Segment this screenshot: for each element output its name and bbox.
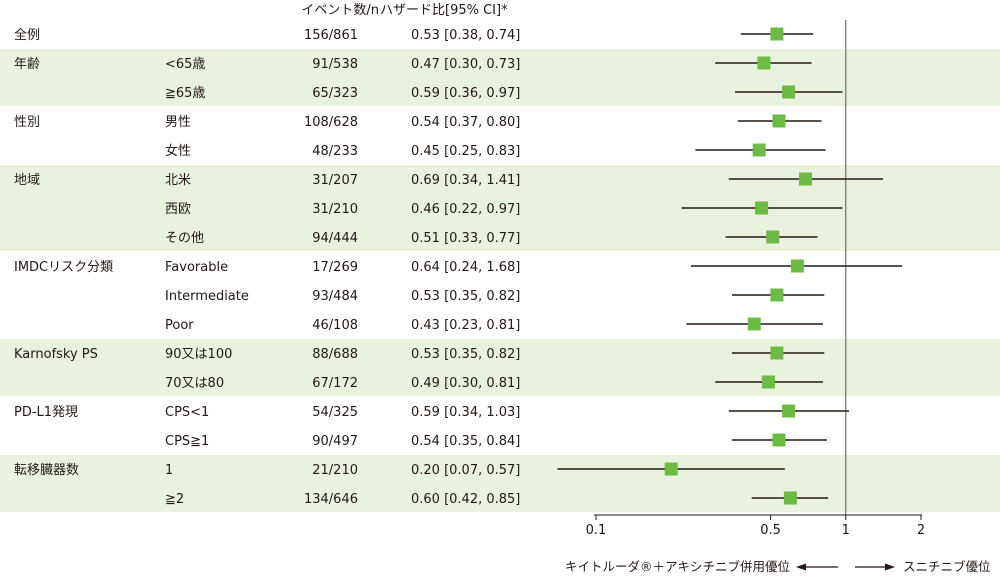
events-value: 21/210: [312, 463, 358, 478]
x-tick-label: 1: [842, 523, 850, 538]
hr-ci-value: 0.53 [0.38, 0.74]: [411, 28, 520, 43]
hr-ci-value: 0.49 [0.30, 0.81]: [411, 376, 520, 391]
hr-marker: [790, 259, 804, 273]
group-label: 全例: [14, 27, 40, 43]
hr-ci-value: 0.69 [0.34, 1.41]: [411, 173, 520, 188]
events-value: 31/210: [312, 202, 358, 217]
group-label: 年齢: [14, 57, 40, 72]
events-value: 48/233: [312, 144, 358, 159]
hr-marker: [755, 201, 769, 215]
favor-arrows: [796, 563, 895, 571]
hr-marker: [752, 143, 766, 157]
row-band: [0, 339, 1000, 396]
hr-ci-value: 0.20 [0.07, 0.57]: [411, 463, 520, 478]
subgroup-label: <65歳: [165, 57, 205, 72]
group-label: 転移臓器数: [14, 463, 79, 478]
hr-ci-value: 0.60 [0.42, 0.85]: [411, 492, 520, 507]
events-value: 67/172: [312, 376, 358, 391]
row-band: [0, 396, 1000, 455]
subgroup-label: その他: [165, 231, 204, 246]
hr-ci-value: 0.46 [0.22, 0.97]: [411, 202, 520, 217]
subgroup-label: CPS≧1: [165, 434, 209, 449]
favor-left-label: キイトルーダ®＋アキシチニブ併用優位: [565, 559, 790, 574]
hr-marker: [761, 375, 775, 389]
hr-marker: [783, 491, 797, 505]
group-label: IMDCリスク分類: [14, 260, 113, 275]
hr-column-header: ハザード比[95% CI]*: [380, 3, 508, 18]
events-value: 90/497: [312, 434, 358, 449]
row-band: [0, 19, 1000, 49]
subgroup-label: 西欧: [165, 202, 191, 217]
events-column-header: イベント数/n: [301, 3, 379, 18]
subgroup-label: 70又は80: [165, 376, 224, 391]
subgroup-label: Poor: [165, 318, 194, 333]
subgroup-label: 女性: [165, 143, 191, 159]
group-label: 性別: [14, 115, 40, 130]
subgroup-label: 1: [165, 463, 173, 478]
hr-marker: [770, 288, 784, 302]
group-label: Karnofsky PS: [14, 347, 98, 362]
hr-ci-value: 0.53 [0.35, 0.82]: [411, 347, 520, 362]
hr-marker: [782, 404, 796, 418]
events-value: 93/484: [312, 289, 358, 304]
hr-ci-value: 0.64 [0.24, 1.68]: [411, 260, 520, 275]
row-band: [0, 455, 1000, 512]
subgroup-label: ≧2: [165, 492, 184, 507]
events-value: 65/323: [312, 86, 358, 101]
hr-ci-value: 0.51 [0.33, 0.77]: [411, 231, 520, 246]
events-value: 156/861: [304, 28, 358, 43]
hr-ci-value: 0.59 [0.36, 0.97]: [411, 86, 520, 101]
hr-marker: [799, 172, 813, 186]
hr-ci-value: 0.59 [0.34, 1.03]: [411, 405, 520, 420]
hr-ci-value: 0.45 [0.25, 0.83]: [411, 144, 520, 159]
x-tick-label: 0.1: [586, 523, 607, 538]
group-label: PD-L1発現: [14, 405, 78, 420]
hr-marker: [770, 346, 784, 360]
events-value: 54/325: [312, 405, 358, 420]
subgroup-label: CPS<1: [165, 405, 209, 420]
subgroup-label: 90又は100: [165, 347, 232, 362]
hr-ci-value: 0.47 [0.30, 0.73]: [411, 57, 520, 72]
hr-marker: [782, 85, 796, 99]
hr-ci-value: 0.54 [0.35, 0.84]: [411, 434, 520, 449]
hr-marker: [770, 27, 784, 41]
events-value: 17/269: [312, 260, 358, 275]
events-value: 88/688: [312, 347, 358, 362]
x-axis: 0.1 0.5 1 2: [586, 514, 925, 538]
events-value: 134/646: [304, 492, 358, 507]
subgroup-label: Favorable: [165, 260, 228, 275]
hr-marker: [766, 230, 780, 244]
events-value: 91/538: [312, 57, 358, 72]
events-value: 94/444: [312, 231, 358, 246]
row-band: [0, 49, 1000, 106]
events-value: 108/628: [304, 115, 358, 130]
row-labels: 全例 156/861 0.53 [0.38, 0.74] 年齢 <65歳 91/538 0.…: [14, 27, 520, 507]
hr-marker: [747, 317, 761, 331]
events-value: 31/207: [312, 173, 358, 188]
subgroup-label: 男性: [165, 115, 191, 130]
subgroup-label: Intermediate: [165, 289, 249, 304]
favor-right-label: スニチニブ優位: [903, 559, 991, 574]
x-tick-label: 2: [917, 523, 925, 538]
group-label: 地域: [14, 173, 40, 188]
subgroup-label: 北米: [165, 173, 191, 188]
hr-ci-value: 0.53 [0.35, 0.82]: [411, 289, 520, 304]
hr-ci-value: 0.54 [0.37, 0.80]: [411, 115, 520, 130]
x-tick-label: 0.5: [760, 523, 781, 538]
subgroup-label: ≧65歳: [165, 86, 205, 101]
hr-marker: [772, 433, 786, 447]
plot-marks: [557, 27, 903, 505]
hr-ci-value: 0.43 [0.23, 0.81]: [411, 318, 520, 333]
hr-marker: [757, 56, 771, 70]
hr-marker: [664, 462, 678, 476]
hr-marker: [772, 114, 786, 128]
events-value: 46/108: [312, 318, 358, 333]
row-band: [0, 106, 1000, 165]
